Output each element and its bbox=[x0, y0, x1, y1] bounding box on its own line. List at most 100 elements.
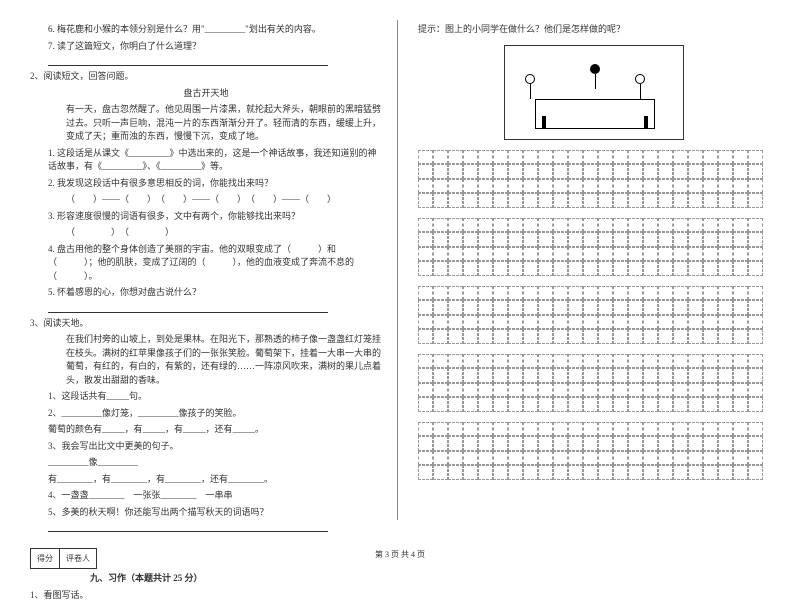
grid-cell bbox=[418, 247, 433, 262]
grid-cell bbox=[718, 383, 733, 398]
grid-cell bbox=[628, 232, 643, 247]
grid-cell bbox=[448, 218, 463, 233]
grid-cell bbox=[448, 179, 463, 194]
grid-cell bbox=[523, 397, 538, 412]
grid-cell bbox=[733, 193, 748, 208]
grid-cell bbox=[658, 368, 673, 383]
grid-cell bbox=[508, 150, 523, 165]
desk-shape bbox=[535, 99, 655, 129]
grid-cell bbox=[463, 422, 478, 437]
grid-cell bbox=[433, 261, 448, 276]
grid-cell bbox=[673, 354, 688, 369]
grid-cell bbox=[433, 179, 448, 194]
grid-cell bbox=[508, 193, 523, 208]
grid-cell bbox=[568, 300, 583, 315]
grid-cell bbox=[643, 232, 658, 247]
scene-illustration bbox=[504, 45, 684, 140]
grid-cell bbox=[613, 261, 628, 276]
grid-cell bbox=[643, 383, 658, 398]
grid-cell bbox=[568, 164, 583, 179]
grid-cell bbox=[688, 329, 703, 344]
grid-cell bbox=[553, 383, 568, 398]
grid-cell bbox=[463, 218, 478, 233]
grid-cell bbox=[433, 465, 448, 480]
grid-cell bbox=[568, 150, 583, 165]
grid-cell bbox=[583, 451, 598, 466]
grid-cell bbox=[673, 179, 688, 194]
grid-cell bbox=[658, 422, 673, 437]
desk-leg bbox=[644, 116, 648, 128]
grid-cell bbox=[478, 286, 493, 301]
grid-cell bbox=[733, 286, 748, 301]
grid-cell bbox=[418, 354, 433, 369]
grid-cell bbox=[658, 247, 673, 262]
grid-cell bbox=[493, 436, 508, 451]
grid-cell bbox=[673, 422, 688, 437]
grid-cell bbox=[673, 232, 688, 247]
q3-3b: _________像_________ bbox=[30, 456, 382, 470]
grid-cell bbox=[493, 383, 508, 398]
grid-cell bbox=[448, 368, 463, 383]
grid-cell bbox=[733, 261, 748, 276]
grid-cell bbox=[463, 300, 478, 315]
grid-cell bbox=[628, 150, 643, 165]
grid-cell bbox=[418, 179, 433, 194]
grid-cell bbox=[508, 232, 523, 247]
grid-cell bbox=[733, 164, 748, 179]
grid-cell bbox=[598, 368, 613, 383]
grid-cell bbox=[583, 164, 598, 179]
grid-cell bbox=[418, 436, 433, 451]
grid-cell bbox=[583, 368, 598, 383]
grid-cell bbox=[553, 329, 568, 344]
q2-1: 1. 这段话是从课文《_________》中选出来的，这是一个神话故事，我还知道… bbox=[30, 147, 382, 174]
grid-cell bbox=[718, 164, 733, 179]
grid-cell bbox=[688, 218, 703, 233]
hint-text: 提示：图上的小同学在做什么？他们是怎样做的呢？ bbox=[418, 23, 770, 37]
grid-cell bbox=[583, 218, 598, 233]
grid-cell bbox=[463, 179, 478, 194]
grid-cell bbox=[493, 354, 508, 369]
grid-cell bbox=[583, 436, 598, 451]
grid-cell bbox=[523, 286, 538, 301]
grid-cell bbox=[658, 329, 673, 344]
grid-cell bbox=[463, 315, 478, 330]
grid-cell bbox=[748, 150, 763, 165]
grid-cell bbox=[673, 193, 688, 208]
grid-cell bbox=[688, 193, 703, 208]
grid-cell bbox=[493, 286, 508, 301]
grid-cell bbox=[508, 383, 523, 398]
grid-cell bbox=[658, 451, 673, 466]
grid-cell bbox=[433, 354, 448, 369]
grid-cell bbox=[748, 329, 763, 344]
grid-cell bbox=[733, 368, 748, 383]
grid-cell bbox=[583, 247, 598, 262]
grid-cell bbox=[583, 329, 598, 344]
grid-cell bbox=[418, 451, 433, 466]
grid-cell bbox=[658, 164, 673, 179]
grid-cell bbox=[643, 422, 658, 437]
grid-cell bbox=[433, 286, 448, 301]
grid-cell bbox=[538, 179, 553, 194]
grid-cell bbox=[523, 164, 538, 179]
grid-cell bbox=[748, 247, 763, 262]
grid-cell bbox=[523, 232, 538, 247]
grid-cell bbox=[643, 329, 658, 344]
grid-cell bbox=[643, 179, 658, 194]
grid-cell bbox=[433, 368, 448, 383]
grid-cell bbox=[523, 247, 538, 262]
grid-cell bbox=[463, 436, 478, 451]
grid-cell bbox=[643, 465, 658, 480]
grid-cell bbox=[598, 383, 613, 398]
grid-cell bbox=[598, 465, 613, 480]
grid-cell bbox=[613, 232, 628, 247]
grid-cell bbox=[493, 397, 508, 412]
grid-cell bbox=[643, 397, 658, 412]
grid-cell bbox=[538, 451, 553, 466]
grid-cell bbox=[748, 383, 763, 398]
grid-cell bbox=[568, 179, 583, 194]
grid-cell bbox=[433, 300, 448, 315]
grid-cell bbox=[703, 354, 718, 369]
grid-cell bbox=[628, 451, 643, 466]
grid-cell bbox=[658, 261, 673, 276]
q3-3a: 3、我会写出比文中更美的句子。 bbox=[30, 440, 382, 454]
